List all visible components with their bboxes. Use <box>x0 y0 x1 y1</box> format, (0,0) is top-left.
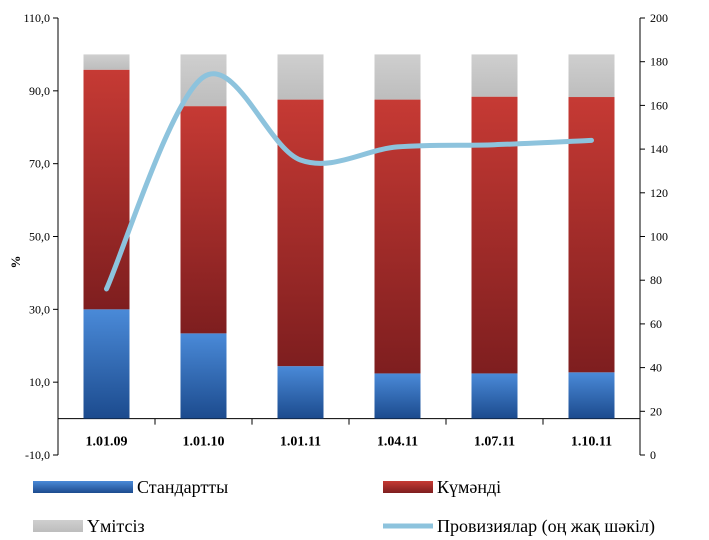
right-tick-label: 120 <box>650 186 668 200</box>
legend-swatch-standard <box>33 481 133 493</box>
bar-doubtful <box>375 100 421 374</box>
provisions-line <box>107 74 592 289</box>
right-tick-label: 200 <box>650 11 668 25</box>
bars <box>84 54 615 418</box>
legend-label-standard: Стандартты <box>137 477 228 497</box>
bar-doubtful <box>472 97 518 374</box>
right-tick-label: 20 <box>650 404 662 418</box>
bar-doubtful <box>278 100 324 367</box>
legend-item-standard: Стандартты <box>33 477 228 497</box>
right-tick-label: 80 <box>650 273 662 287</box>
bar-hopeless <box>278 54 324 99</box>
left-tick-label: 70,0 <box>29 157 50 171</box>
left-tick-label: 110,0 <box>23 11 50 25</box>
y-axis-label: % <box>8 256 23 269</box>
bar-hopeless <box>84 54 130 69</box>
bar-standard <box>569 372 615 418</box>
right-tick-label: 100 <box>650 230 668 244</box>
right-tick-label: 140 <box>650 142 668 156</box>
legend-label-doubtful: Күмәнді <box>437 477 501 497</box>
left-tick-label: 30,0 <box>29 302 50 316</box>
bar-hopeless <box>472 54 518 96</box>
bar-hopeless <box>375 54 421 99</box>
right-tick-label: 0 <box>650 448 656 462</box>
bar-doubtful <box>84 70 130 310</box>
bar-standard <box>472 373 518 418</box>
category-labels: 1.01.09 1.01.10 1.01.11 1.04.11 1.07.11 1.10.… <box>86 435 613 450</box>
right-tick-label: 40 <box>650 361 662 375</box>
bar-standard <box>84 309 130 418</box>
bar-standard <box>375 373 421 418</box>
category-label: 1.07.11 <box>474 435 515 450</box>
legend-swatch-hopeless <box>33 520 83 532</box>
legend: Стандартты Күмәнді Үмітсіз Провизиялар (… <box>33 477 655 537</box>
right-tick-label: 60 <box>650 317 662 331</box>
category-label: 1.01.09 <box>86 435 128 450</box>
right-tick-label: 180 <box>650 55 668 69</box>
legend-label-provisions: Провизиялар (оң жақ шәкіл) <box>437 516 655 537</box>
legend-label-hopeless: Үмітсіз <box>87 516 145 536</box>
left-tick-label: 90,0 <box>29 84 50 98</box>
category-label: 1.04.11 <box>377 435 418 450</box>
legend-item-doubtful: Күмәнді <box>383 477 501 497</box>
legend-item-provisions: Провизиялар (оң жақ шәкіл) <box>383 516 655 537</box>
legend-swatch-doubtful <box>383 481 433 493</box>
bar-doubtful <box>181 106 227 333</box>
bar-hopeless <box>569 54 615 97</box>
provisions-line-path <box>107 74 592 289</box>
left-tick-label: -10,0 <box>25 448 50 462</box>
category-label: 1.01.11 <box>280 435 321 450</box>
left-tick-label: 10,0 <box>29 375 50 389</box>
right-tick-label: 160 <box>650 98 668 112</box>
left-tick-label: 50,0 <box>29 230 50 244</box>
bar-standard <box>181 333 227 418</box>
legend-item-hopeless: Үмітсіз <box>33 516 145 536</box>
bar-standard <box>278 366 324 418</box>
category-label: 1.10.11 <box>571 435 612 450</box>
category-label: 1.01.10 <box>183 435 225 450</box>
